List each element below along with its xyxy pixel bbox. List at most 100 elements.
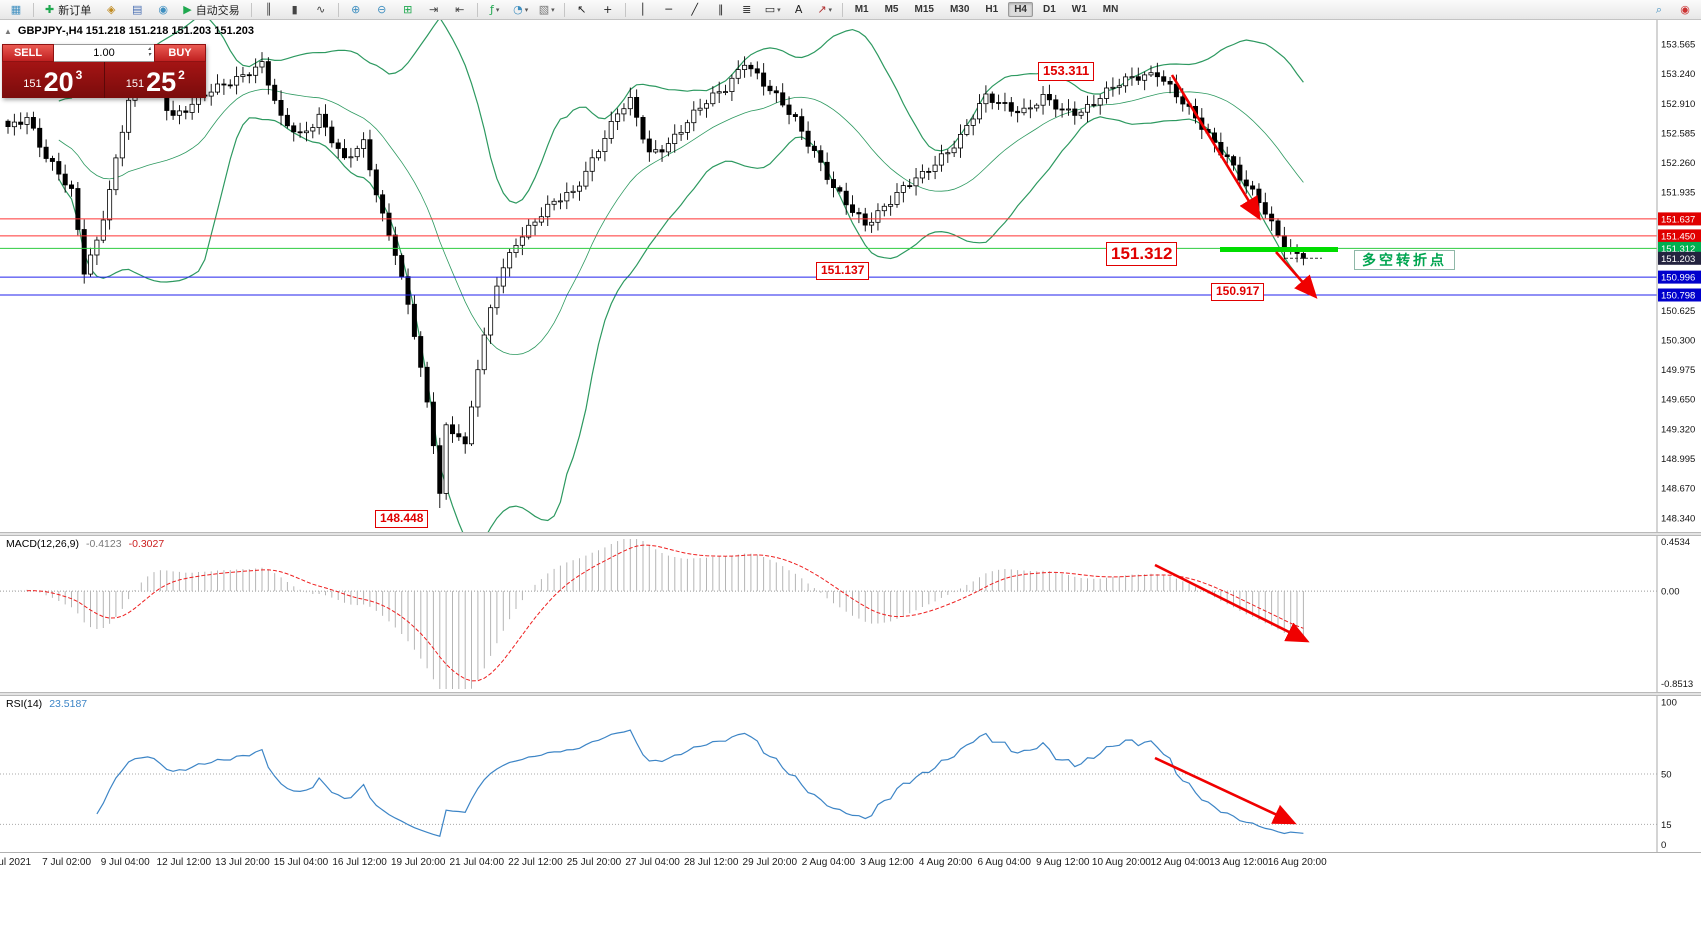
main-toolbar: ▦ ✚ 新订单 ◈ ▤ ◉ ▶ 自动交易 ║ ▮ ∿ ⊕ ⊖ ⊞ ⇥ ⇤ ƒ ▾ ◔ ▾ ▧ ▾ ↖ + │ ─ ╱ ∥ ≣ ▭ ▾ A ↗ ▾ M…: [0, 0, 1701, 20]
timeframe-m5-button[interactable]: M5: [884, 4, 899, 15]
chart-shift-icon[interactable]: ⇤: [448, 1, 472, 19]
candlestick-chart-icon[interactable]: ▮: [283, 1, 307, 19]
volume-up-icon[interactable]: ▴: [147, 46, 151, 52]
timeframe-d1-button[interactable]: D1: [1043, 4, 1056, 15]
time-axis-label: 4 Aug 20:00: [918, 857, 973, 868]
cursor-icon-glyph: ↖: [577, 3, 587, 16]
sell-price-big: 20: [43, 67, 74, 97]
indicator-list-icon[interactable]: ◈: [99, 1, 123, 19]
sell-button[interactable]: SELL: [2, 44, 54, 62]
arrows-icon[interactable]: ↗ ▾: [813, 1, 837, 19]
chart-annotation-2[interactable]: 151.312: [1106, 242, 1178, 266]
current-price-tag: [1658, 251, 1701, 265]
auto-trading-button[interactable]: ▶ 自动交易: [177, 1, 245, 19]
panel-splitter[interactable]: [0, 532, 1701, 536]
current-price-tag-text: 151.203: [1661, 254, 1695, 265]
search-icon[interactable]: ⌕: [1647, 1, 1671, 19]
line-chart-icon[interactable]: ∿: [309, 1, 333, 19]
zoom-out-icon[interactable]: ⊖: [370, 1, 394, 19]
depth-of-market-icon[interactable]: ▤: [125, 1, 149, 19]
trade-buttons-row: SELL 1.00 ▴ ▾ BUY: [2, 44, 206, 62]
vertical-line-icon[interactable]: │: [631, 1, 655, 19]
trend-arrow[interactable]: [1154, 563, 1310, 643]
auto-scroll-icon[interactable]: ⇥: [422, 1, 446, 19]
market-watch-icon-glyph: ◉: [158, 3, 169, 16]
zoom-in-icon-glyph: ⊕: [351, 3, 361, 16]
cursor-icon[interactable]: ↖: [570, 1, 594, 19]
timeframe-w1-button[interactable]: W1: [1071, 4, 1087, 15]
buy-price[interactable]: 151 25 2: [105, 62, 207, 98]
macd-panel[interactable]: MACD(12,26,9) -0.4123 -0.3027 0.4534 0.00…: [0, 536, 1701, 692]
market-watch-icon[interactable]: ◉: [151, 1, 175, 19]
turning-point-highlight-line[interactable]: [1220, 247, 1338, 252]
chart-window-icon[interactable]: ▦: [4, 1, 28, 19]
dropdown-caret-icon[interactable]: ▾: [777, 6, 781, 14]
dropdown-caret-icon[interactable]: ▾: [828, 6, 833, 14]
time-axis-label: 16 Jul 12:00: [332, 857, 387, 868]
buy-button[interactable]: BUY: [154, 44, 206, 62]
price-chart-canvas[interactable]: 151.637 151.450 151.312 150.996 150.798 151.2…: [0, 20, 1701, 532]
horizontal-line-icon-glyph: ─: [665, 3, 672, 16]
chart-annotation-6[interactable]: 多空转折点: [1354, 250, 1455, 271]
timeframe-h1-button[interactable]: H1: [985, 4, 999, 15]
trend-arrow[interactable]: [1275, 251, 1318, 299]
trend-arrow[interactable]: [1170, 74, 1261, 221]
macd-axis-label: 0.00: [1661, 587, 1680, 598]
fibonacci-icon[interactable]: ≣: [735, 1, 759, 19]
time-axis-label: 2 Aug 04:00: [801, 857, 856, 868]
rsi-axis-label: 100: [1661, 698, 1677, 709]
panel-splitter[interactable]: [0, 692, 1701, 696]
bollinger-bands: [58, 20, 1304, 532]
templates-icon[interactable]: ▧ ▾: [535, 1, 559, 19]
hline-price-tag-text: 150.996: [1661, 273, 1695, 284]
shapes-icon[interactable]: ▭ ▾: [761, 1, 785, 19]
bar-chart-icon[interactable]: ║: [257, 1, 281, 19]
line-chart-icon-glyph: ∿: [316, 3, 326, 16]
trend-arrow[interactable]: [1154, 756, 1297, 825]
chart-panel[interactable]: 151.637 151.450 151.312 150.996 150.798 151.2…: [0, 20, 1701, 532]
periods-icon[interactable]: ◔ ▾: [509, 1, 533, 19]
chart-annotation-1[interactable]: 153.311: [1038, 62, 1095, 81]
zoom-in-icon[interactable]: ⊕: [344, 1, 368, 19]
horizontal-line-icon[interactable]: ─: [657, 1, 681, 19]
sell-price[interactable]: 151 20 3: [2, 62, 105, 98]
sell-price-prefix: 151: [23, 78, 42, 90]
timeframe-h4-button[interactable]: H4: [1008, 2, 1033, 17]
rsi-value: 23.5187: [49, 698, 88, 710]
price-axis-label: 152.260: [1661, 158, 1695, 169]
timeframe-mn-button[interactable]: MN: [1102, 4, 1119, 15]
chart-annotation-5[interactable]: 148.448: [375, 510, 429, 528]
trendline-icon[interactable]: ╱: [683, 1, 707, 19]
toolbar-separator: [33, 2, 34, 17]
crosshair-icon[interactable]: +: [596, 1, 620, 19]
timeframe-m1-button[interactable]: M1: [854, 4, 869, 15]
price-axis-label: 149.320: [1661, 425, 1695, 436]
collapse-panel-icon[interactable]: ▲: [4, 26, 12, 36]
volume-down-icon[interactable]: ▾: [147, 52, 151, 58]
volume-spinner[interactable]: ▴ ▾: [148, 46, 151, 58]
time-axis-label: 28 Jul 12:00: [683, 857, 739, 868]
text-icon[interactable]: A: [787, 1, 811, 19]
timeframe-m15-button[interactable]: M15: [914, 4, 934, 15]
time-axis[interactable]: 1 Jul 2021 7 Jul 02:00 9 Jul 04:00 12 Jul 1…: [0, 852, 1701, 875]
time-axis-label: 19 Jul 20:00: [390, 857, 446, 868]
new-order-button[interactable]: ✚ 新订单: [39, 1, 97, 19]
tile-windows-icon[interactable]: ⊞: [396, 1, 420, 19]
chart-annotation-3[interactable]: 151.137: [816, 262, 870, 280]
community-icon[interactable]: ◉: [1673, 1, 1697, 19]
chart-annotation-4[interactable]: 150.917: [1211, 283, 1265, 301]
vertical-line-icon-glyph: │: [639, 3, 646, 16]
dropdown-caret-icon[interactable]: ▾: [495, 6, 500, 14]
volume-value[interactable]: 1.00: [93, 47, 115, 59]
dropdown-caret-icon[interactable]: ▾: [551, 6, 555, 14]
rsi-panel[interactable]: RSI(14) 23.5187 100 50 15 0: [0, 696, 1701, 852]
channel-icon[interactable]: ∥: [709, 1, 733, 19]
dropdown-caret-icon[interactable]: ▾: [524, 6, 529, 14]
time-axis-label: 21 Jul 04:00: [449, 857, 505, 868]
indicators-add-icon[interactable]: ƒ ▾: [483, 1, 507, 19]
macd-main-value: -0.4123: [85, 538, 122, 550]
macd-canvas[interactable]: 0.4534 0.00 -0.8513: [0, 536, 1701, 692]
rsi-canvas[interactable]: 100 50 15 0: [0, 696, 1701, 852]
volume-input[interactable]: 1.00 ▴ ▾: [54, 44, 154, 62]
timeframe-m30-button[interactable]: M30: [949, 4, 970, 15]
